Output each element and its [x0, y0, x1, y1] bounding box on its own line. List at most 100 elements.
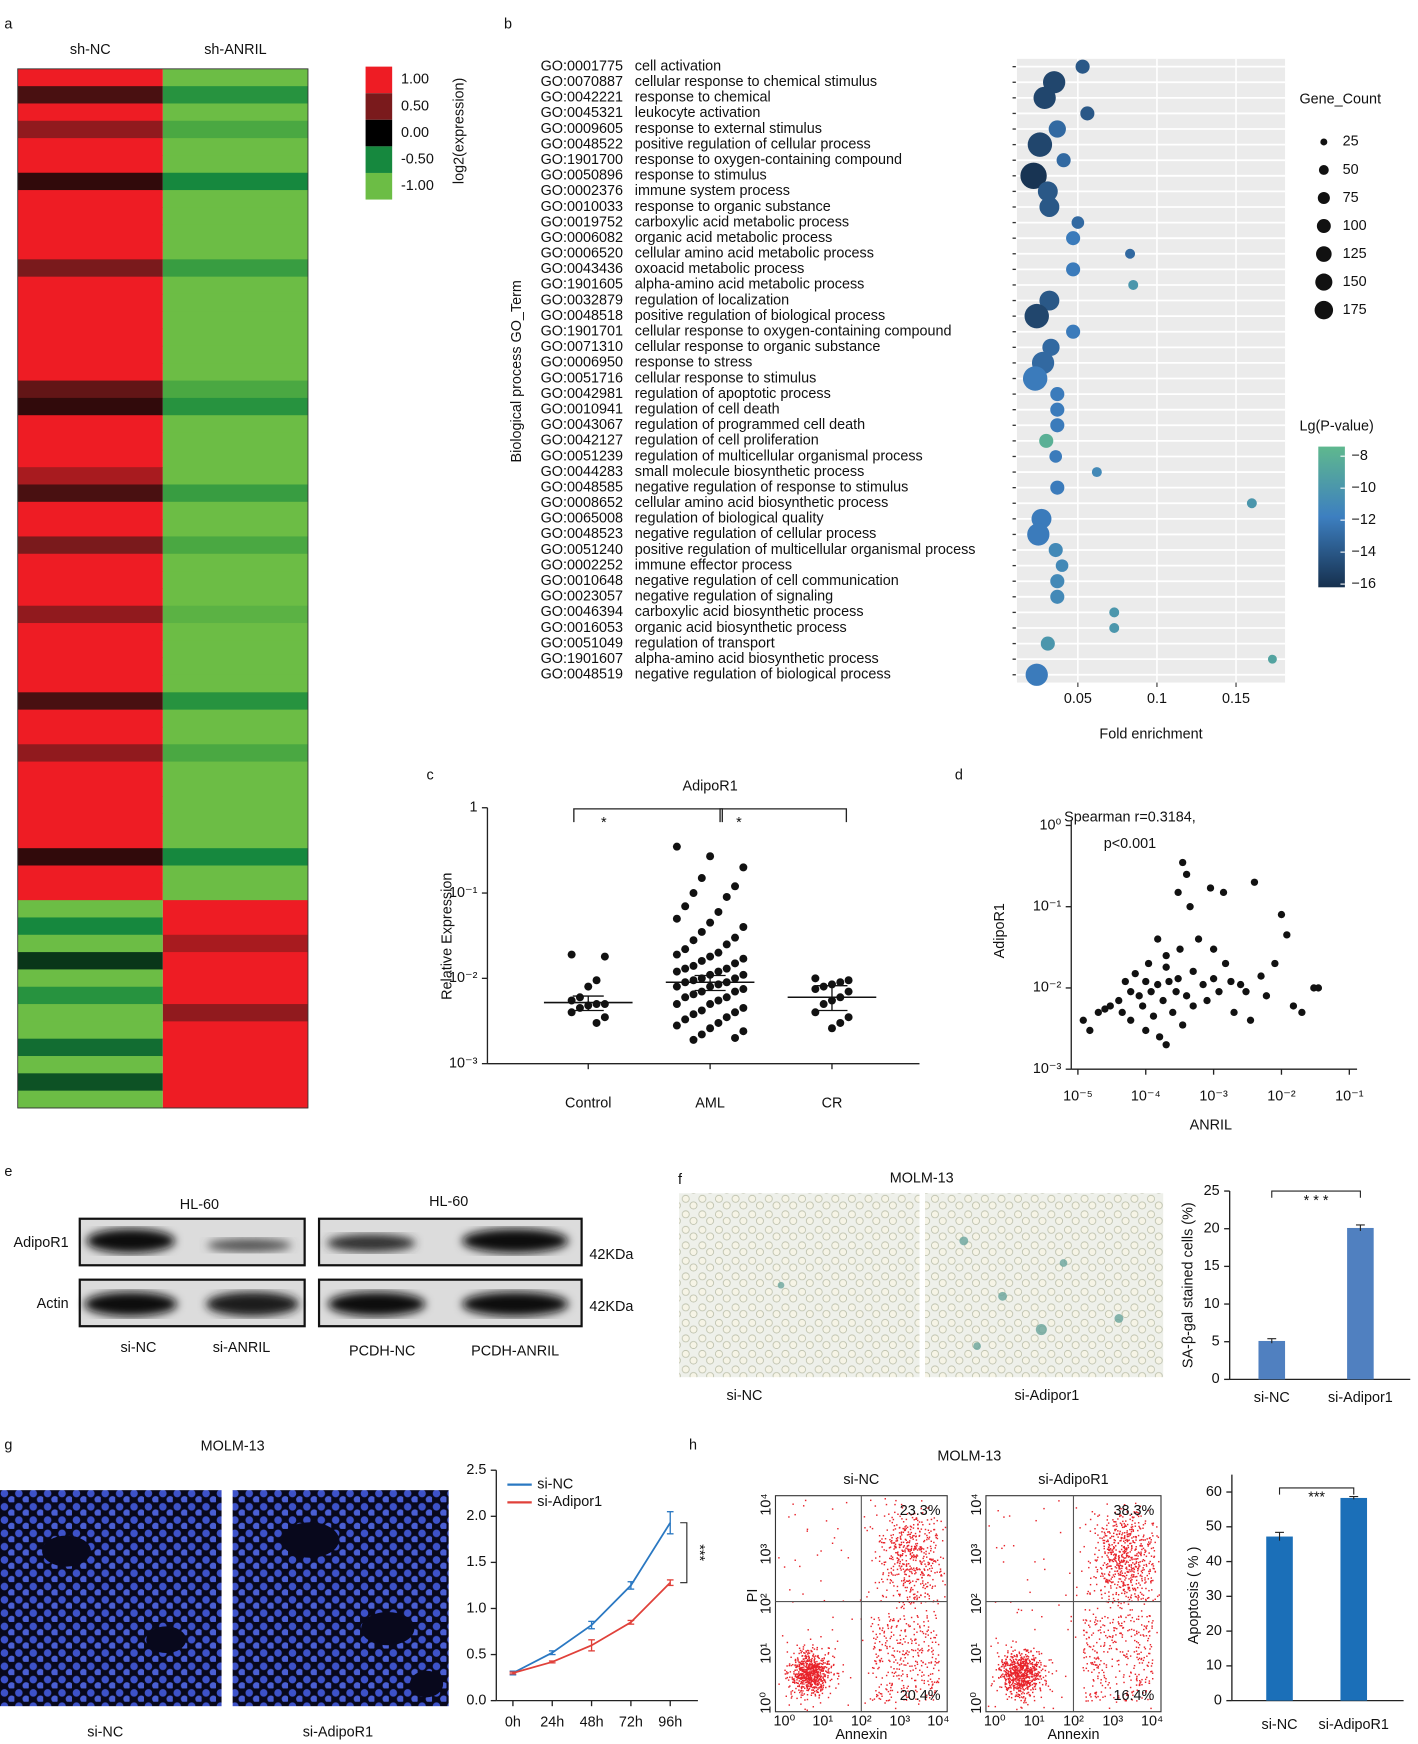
event-dot — [800, 1680, 802, 1683]
heatmap-cell — [162, 761, 308, 780]
event-dot — [910, 1638, 912, 1640]
event-dot — [886, 1529, 889, 1531]
event-dot — [821, 1682, 824, 1685]
heatmap-cell — [17, 536, 163, 555]
legend-title: Gene_Count — [1299, 92, 1381, 108]
event-dot — [1026, 1683, 1028, 1685]
event-dot — [862, 1639, 864, 1642]
event-dot — [796, 1673, 799, 1675]
event-dot — [794, 1675, 797, 1677]
event-dot — [1121, 1537, 1123, 1539]
event-dot — [1145, 1634, 1148, 1637]
heatmap-cell — [162, 674, 308, 693]
event-dot — [1122, 1581, 1125, 1584]
event-dot — [912, 1588, 914, 1591]
event-dot — [927, 1574, 929, 1577]
go-id: GO:0010033 — [541, 199, 623, 215]
event-dot — [924, 1583, 927, 1585]
event-dot — [933, 1528, 936, 1531]
event-dot — [1016, 1674, 1018, 1676]
event-dot — [922, 1557, 924, 1560]
x-tick-label: 0.05 — [1064, 691, 1092, 707]
event-dot — [909, 1535, 911, 1538]
event-dot — [910, 1514, 912, 1516]
enrichment-dot — [1024, 303, 1049, 329]
event-dot — [905, 1694, 907, 1697]
event-dot — [1101, 1527, 1103, 1529]
event-dot — [820, 1636, 822, 1638]
event-dot — [887, 1574, 890, 1577]
go-id: GO:0009605 — [541, 121, 623, 137]
event-dot — [910, 1590, 912, 1592]
event-dot — [937, 1654, 940, 1656]
event-dot — [1142, 1559, 1145, 1561]
event-dot — [1146, 1664, 1149, 1667]
event-dot — [1109, 1687, 1111, 1689]
event-dot — [1020, 1682, 1023, 1685]
event-dot — [788, 1686, 790, 1688]
data-point — [1144, 959, 1153, 968]
event-dot — [1087, 1700, 1089, 1702]
data-point — [1189, 967, 1197, 976]
x-tick-label: CR — [822, 1095, 843, 1111]
heatmap-cell — [162, 103, 308, 122]
event-dot — [1119, 1571, 1122, 1573]
event-dot — [1145, 1565, 1148, 1567]
event-dot — [1113, 1627, 1115, 1629]
event-dot — [1009, 1670, 1012, 1673]
event-dot — [889, 1682, 891, 1685]
event-dot — [880, 1578, 883, 1581]
data-point — [1131, 969, 1139, 978]
event-dot — [880, 1657, 883, 1660]
event-dot — [1022, 1688, 1025, 1691]
go-term: leukocyte activation — [635, 105, 761, 121]
event-dot — [1138, 1653, 1140, 1655]
data-point — [844, 1013, 853, 1022]
event-dot — [923, 1552, 925, 1554]
data-point — [811, 1008, 820, 1017]
event-dot — [818, 1675, 820, 1677]
event-dot — [1109, 1547, 1112, 1550]
quadrant-percent: 16.4% — [1114, 1688, 1155, 1704]
event-dot — [1013, 1677, 1015, 1680]
event-dot — [1033, 1682, 1035, 1685]
event-dot — [1101, 1684, 1104, 1687]
event-dot — [905, 1527, 907, 1530]
event-dot — [831, 1629, 834, 1631]
event-dot — [1127, 1552, 1129, 1554]
event-dot — [823, 1675, 826, 1677]
event-dot — [1137, 1646, 1140, 1649]
event-dot — [925, 1633, 927, 1635]
event-dot — [1140, 1515, 1142, 1517]
data-point — [592, 1018, 601, 1027]
event-dot — [1121, 1572, 1124, 1574]
event-dot — [1001, 1661, 1004, 1664]
event-dot — [892, 1534, 894, 1536]
event-dot — [938, 1677, 940, 1680]
event-dot — [1132, 1540, 1134, 1542]
event-dot — [1123, 1536, 1126, 1538]
event-dot — [808, 1683, 811, 1685]
data-point — [731, 959, 740, 968]
event-dot — [796, 1644, 798, 1646]
event-dot — [800, 1668, 802, 1670]
event-dot — [811, 1666, 813, 1668]
data-point — [681, 1015, 690, 1024]
x-tick-label: 0.1 — [1147, 691, 1167, 707]
event-dot — [1129, 1655, 1132, 1657]
event-dot — [818, 1669, 821, 1671]
event-dot — [916, 1542, 919, 1545]
y-tick-label: 0.5 — [466, 1646, 486, 1662]
event-dot — [1010, 1673, 1012, 1675]
event-dot — [929, 1687, 932, 1690]
event-dot — [1137, 1615, 1140, 1618]
event-dot — [1122, 1575, 1125, 1577]
event-dot — [882, 1573, 884, 1576]
data-point — [706, 970, 715, 979]
event-dot — [1118, 1557, 1121, 1559]
event-dot — [1118, 1616, 1120, 1619]
event-dot — [796, 1675, 799, 1678]
event-dot — [1114, 1529, 1116, 1532]
event-dot — [1045, 1680, 1047, 1682]
event-dot — [920, 1583, 922, 1585]
